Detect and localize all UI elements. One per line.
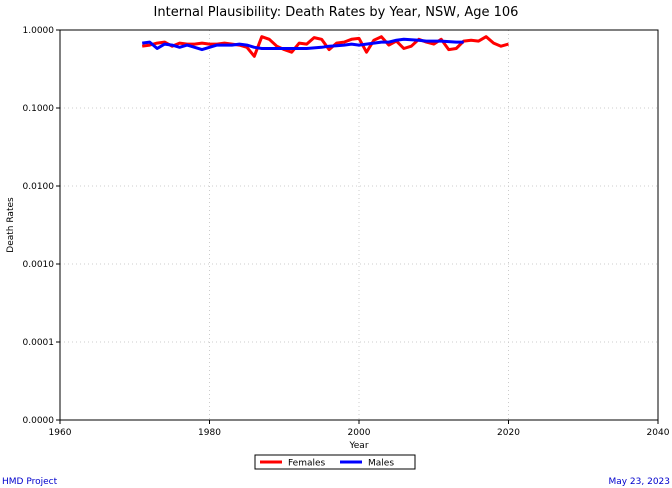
footer-date: May 23, 2023 — [608, 477, 670, 487]
x-tick-label: 1960 — [49, 428, 72, 438]
x-axis-ticks: 1960 1980 2000 2020 2040 — [49, 420, 670, 438]
grid-lines — [60, 30, 658, 420]
legend-label-females: Females — [288, 459, 326, 469]
y-axis-ticks: 0.0000 0.0001 0.0010 0.0100 0.1000 1.0000 — [23, 26, 60, 426]
legend-label-males: Males — [368, 459, 394, 469]
y-tick-label: 0.1000 — [23, 104, 55, 114]
x-tick-label: 2000 — [348, 428, 371, 438]
y-tick-label: 0.0010 — [23, 260, 55, 270]
y-tick-label: 1.0000 — [23, 26, 55, 36]
legend-box — [254, 454, 416, 470]
chart-title: Internal Plausibility: Death Rates by Ye… — [154, 5, 519, 20]
y-tick-label: 0.0001 — [23, 338, 55, 348]
y-axis-label: Death Rates — [6, 197, 16, 253]
series-layer — [141, 35, 509, 58]
x-tick-label: 2040 — [647, 428, 670, 438]
series-line-males — [142, 37, 464, 52]
series-line-females — [141, 35, 509, 58]
y-tick-label: 0.0000 — [23, 416, 55, 426]
x-axis-label: Year — [348, 441, 368, 451]
legend: Females Males — [254, 454, 416, 470]
footer-source: HMD Project — [2, 477, 58, 487]
x-tick-label: 2020 — [497, 428, 520, 438]
x-tick-label: 1980 — [198, 428, 221, 438]
y-tick-label: 0.0100 — [23, 182, 55, 192]
plot-area-frame — [59, 29, 659, 421]
